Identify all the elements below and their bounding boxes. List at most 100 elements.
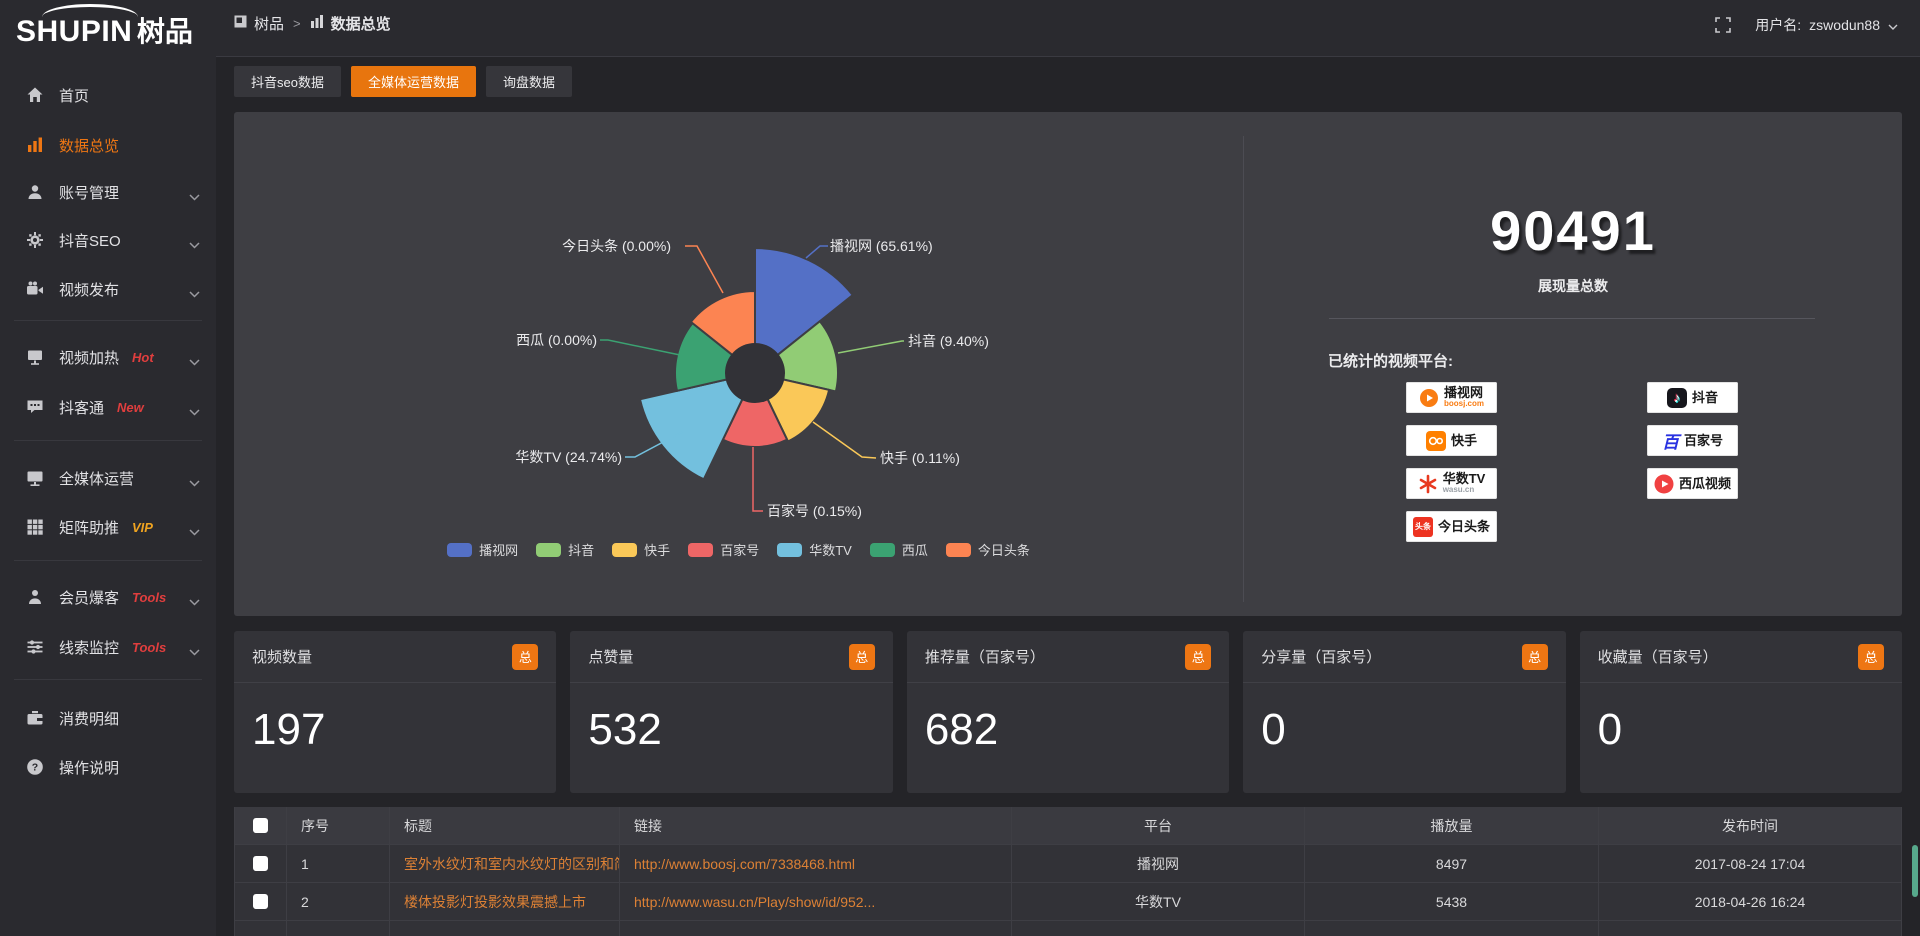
scrollbar-thumb[interactable] — [1912, 845, 1918, 897]
monitor-icon — [26, 469, 44, 487]
user-icon — [26, 183, 44, 201]
sidebar-item-label: 矩阵助推 — [59, 519, 120, 537]
chevron-down-icon[interactable] — [189, 353, 200, 370]
total-badge[interactable]: 总 — [1858, 643, 1885, 670]
cell-empty — [390, 921, 620, 936]
sidebar-item-5[interactable]: 视频加热 Hot — [0, 333, 216, 381]
stat-card-head: 点赞量 总 — [570, 631, 893, 683]
row-checkbox[interactable] — [253, 856, 268, 871]
pie-label-line — [600, 339, 681, 356]
cell-no: 2 — [287, 883, 390, 921]
sidebar-item-label: 账号管理 — [59, 184, 120, 202]
platform-badge-3: 头条 今日头条 — [1406, 511, 1497, 542]
sidebar-item-9[interactable]: 会员爆客 Tools — [0, 573, 216, 621]
sidebar-item-11[interactable]: 消费明细 — [0, 694, 216, 742]
legend-item-1[interactable]: 抖音 — [536, 540, 594, 559]
platform-sub: boosj.com — [1443, 399, 1484, 409]
chevron-down-icon[interactable] — [189, 593, 200, 610]
pie-label-1: 抖音 (9.40%) — [908, 333, 989, 349]
stat-card-value: 197 — [252, 705, 326, 754]
chevron-down-icon[interactable] — [189, 285, 200, 302]
platform-name: 快手 — [1450, 432, 1477, 448]
username-value[interactable]: zswodun88 — [1809, 17, 1880, 33]
legend-item-2[interactable]: 快手 — [612, 540, 670, 559]
breadcrumb-root[interactable]: 树品 — [254, 16, 285, 33]
cell-empty — [287, 921, 390, 936]
legend-label: 西瓜 — [901, 543, 928, 558]
total-badge[interactable]: 总 — [512, 643, 539, 670]
chevron-down-icon[interactable] — [189, 403, 200, 420]
main-content: 抖音seo数据 全媒体运营数据 询盘数据 播视网 (65.61%) 抖音 (9.40%… — [216, 58, 1920, 936]
rose-pie-chart: 播视网 (65.61%) 抖音 (9.40%) 快手 (0.11%) 百家号 (0.1… — [234, 112, 1243, 616]
chevron-down-icon[interactable] — [189, 474, 200, 491]
cell-link[interactable]: http://www.wasu.cn/Play/show/id/952... — [620, 883, 1012, 921]
platform-name: 今日头条 — [1437, 518, 1490, 534]
stat-card-title: 分享量（百家号） — [1261, 649, 1382, 666]
pie-slice-4[interactable] — [638, 378, 745, 481]
cell-title[interactable]: 楼体投影灯投影效果震撼上市 — [390, 883, 620, 921]
sidebar-item-6[interactable]: 抖客通 New — [0, 383, 216, 431]
legend-item-3[interactable]: 百家号 — [688, 540, 759, 559]
total-badge[interactable]: 总 — [1185, 643, 1212, 670]
sidebar-item-2[interactable]: 账号管理 — [0, 168, 216, 216]
tab-0[interactable]: 抖音seo数据 — [234, 66, 341, 97]
cell-title[interactable]: 室外水纹灯和室内水纹灯的区别和简介 — [390, 845, 620, 883]
stat-card-head: 视频数量 总 — [234, 631, 557, 683]
bar-chart-icon — [26, 136, 44, 154]
platform-badge-5: 百百家号 — [1647, 425, 1738, 456]
sidebar-item-1[interactable]: 数据总览 — [0, 121, 216, 169]
chevron-down-icon[interactable] — [189, 523, 200, 540]
legend-item-0[interactable]: 播视网 — [447, 540, 518, 559]
boosj-logo-icon — [1419, 388, 1439, 408]
sidebar-item-4[interactable]: 视频发布 — [0, 265, 216, 313]
total-impressions-value: 90491 — [1490, 199, 1656, 262]
stat-card-3: 分享量（百家号） 总 0 — [1243, 631, 1566, 793]
select-all-checkbox[interactable] — [253, 818, 268, 833]
legend-item-5[interactable]: 西瓜 — [869, 540, 928, 559]
chevron-down-icon[interactable] — [189, 188, 200, 205]
legend-item-4[interactable]: 华数TV — [777, 540, 852, 559]
sidebar-item-3[interactable]: 抖音SEO — [0, 216, 216, 264]
total-badge[interactable]: 总 — [1521, 643, 1548, 670]
stat-card-1: 点赞量 总 532 — [570, 631, 893, 793]
row-checkbox-cell — [234, 921, 287, 936]
total-badge[interactable]: 总 — [848, 643, 875, 670]
sidebar-item-label: 线索监控 — [59, 639, 120, 657]
wasu-logo-icon — [1418, 474, 1438, 494]
sliders-icon — [26, 638, 44, 656]
wallet-icon — [26, 709, 44, 727]
chevron-down-icon[interactable] — [189, 236, 200, 253]
chat-icon — [26, 398, 44, 416]
videos-table: 序号 标题 链接 平台 播放量 发布时间 1 室外水纹灯和室内水纹灯的区别和简介 http://… — [234, 807, 1902, 936]
sidebar-item-label: 全媒体运营 — [59, 470, 135, 488]
stat-card-title: 点赞量 — [588, 649, 634, 666]
stat-card-head: 推荐量（百家号） 总 — [906, 631, 1230, 683]
tab-2[interactable]: 询盘数据 — [485, 66, 572, 97]
home-icon — [26, 86, 44, 104]
cell-platform: 播视网 — [1012, 845, 1305, 883]
topbar-right: 用户名: zswodun88 — [1715, 15, 1898, 35]
sidebar-item-7[interactable]: 全媒体运营 — [0, 454, 216, 502]
sidebar-item-12[interactable]: ? 操作说明 — [0, 743, 216, 791]
legend-item-6[interactable]: 今日头条 — [945, 540, 1030, 559]
chevron-down-icon[interactable] — [189, 643, 200, 660]
sidebar-item-8[interactable]: 矩阵助推 VIP — [0, 503, 216, 551]
stat-card-title: 视频数量 — [252, 649, 313, 666]
breadcrumb-separator: > — [293, 16, 301, 31]
pie-label-0: 播视网 (65.61%) — [830, 238, 933, 254]
logo-text-cn: 树品 — [136, 16, 193, 47]
tab-1[interactable]: 全媒体运营数据 — [350, 66, 476, 97]
stat-card-0: 视频数量 总 197 — [234, 631, 557, 793]
table-header-row: 序号 标题 链接 平台 播放量 发布时间 — [234, 807, 1902, 845]
sidebar-item-label: 视频加热 — [59, 349, 120, 367]
platform-sub: wasu.cn — [1442, 485, 1475, 495]
cell-link[interactable]: http://www.boosj.com/7338468.html — [620, 845, 1012, 883]
chevron-down-icon[interactable] — [1888, 17, 1898, 33]
fullscreen-icon[interactable] — [1715, 17, 1732, 33]
sidebar-item-0[interactable]: 首页 — [0, 71, 216, 119]
platform-name: 百家号 — [1683, 432, 1723, 448]
platform-name: 华数TV — [1442, 471, 1486, 487]
sidebar-item-10[interactable]: 线索监控 Tools — [0, 623, 216, 671]
row-checkbox[interactable] — [253, 894, 268, 909]
column-header-4: 播放量 — [1305, 807, 1599, 845]
